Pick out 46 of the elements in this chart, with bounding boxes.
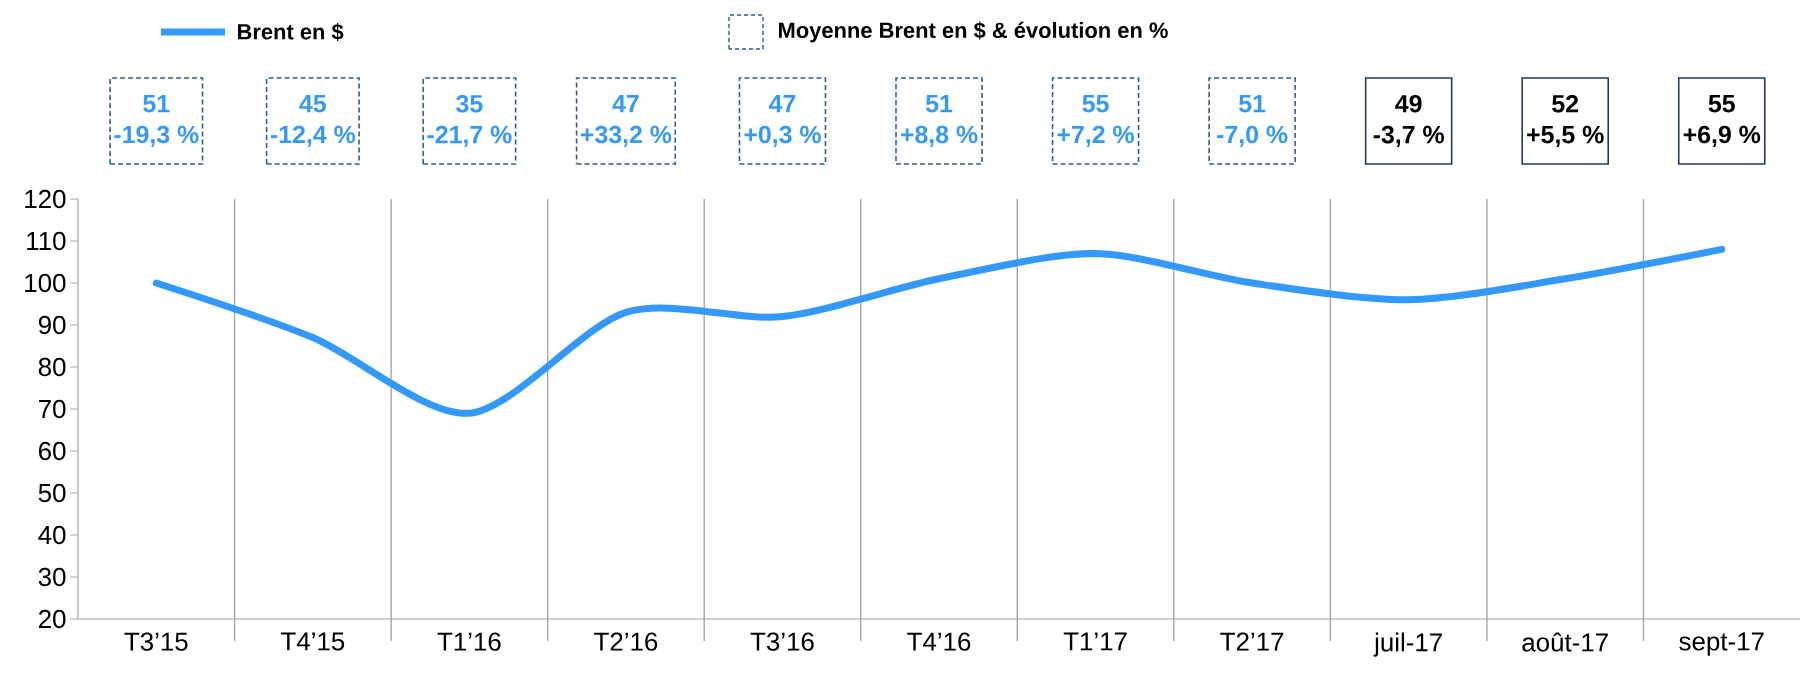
x-tick-label: T1’16 xyxy=(437,632,501,651)
y-tick-label: 30 xyxy=(38,567,66,587)
text: -21,7 % xyxy=(427,125,512,148)
x-tick-label: juil-17 xyxy=(1373,632,1442,657)
text: 52 xyxy=(1552,94,1579,113)
x-tick-label: T4’16 xyxy=(907,632,971,651)
text: +0,3 % xyxy=(744,125,821,147)
x-tick-label: T3’16 xyxy=(750,632,814,651)
text: +5,5 % xyxy=(1527,125,1604,148)
text: 51 xyxy=(925,95,953,113)
y-tick-label: 90 xyxy=(38,315,66,335)
y-tick-label: 120 xyxy=(25,189,66,209)
y-tick-label: 80 xyxy=(38,357,66,377)
y-tick-label: 50 xyxy=(38,483,66,503)
text: -12,4 % xyxy=(270,125,356,147)
legend-label: Brent en $ xyxy=(238,23,344,41)
text: 49 xyxy=(1395,94,1422,113)
y-tick-label: 60 xyxy=(39,441,66,461)
y-tick-label: 70 xyxy=(39,399,66,419)
text: +8,8 % xyxy=(900,125,978,147)
text: 45 xyxy=(299,95,326,113)
text: 55 xyxy=(1708,95,1735,113)
text: 47 xyxy=(612,95,639,113)
text: -7,0 % xyxy=(1217,125,1288,147)
text: 47 xyxy=(768,95,796,113)
text: 51 xyxy=(1239,95,1266,113)
y-tick-label: 110 xyxy=(27,231,66,251)
x-tick-label: T2’16 xyxy=(594,632,658,651)
y-tick-label: 100 xyxy=(25,273,66,293)
text: 35 xyxy=(456,94,483,113)
x-tick-label: T1’17 xyxy=(1063,632,1127,651)
text: 55 xyxy=(1082,95,1109,113)
text: +7,2 % xyxy=(1057,125,1134,147)
text: +33,2 % xyxy=(580,125,672,147)
x-tick-label: T2’17 xyxy=(1220,632,1284,651)
text: +6,9 % xyxy=(1683,125,1761,147)
x-tick-label: août-17 xyxy=(1522,632,1608,652)
text: 51 xyxy=(143,95,170,113)
y-tick-label: 20 xyxy=(38,609,66,629)
x-tick-label: T3’15 xyxy=(124,632,188,651)
x-tick-label: sept-17 xyxy=(1679,632,1764,656)
text: -3,7 % xyxy=(1373,125,1444,148)
y-tick-label: 40 xyxy=(38,525,66,545)
text: Moyenne Brent en $ & évolution en % xyxy=(779,21,1168,43)
text: -19,3 % xyxy=(114,125,199,147)
x-tick-label: T4’15 xyxy=(281,632,345,651)
